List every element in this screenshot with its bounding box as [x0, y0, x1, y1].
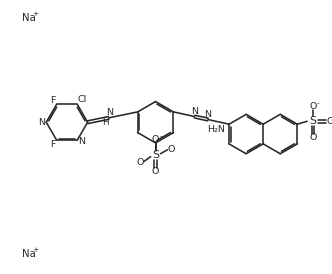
Text: Na: Na	[22, 13, 36, 23]
Text: N: N	[38, 118, 45, 127]
Text: S: S	[309, 116, 316, 126]
Text: O: O	[309, 102, 317, 111]
Text: Cl: Cl	[78, 95, 87, 104]
Text: -: -	[159, 133, 162, 139]
Text: F: F	[50, 139, 55, 149]
Text: -: -	[317, 101, 320, 107]
Text: +: +	[33, 11, 39, 17]
Text: O: O	[152, 167, 159, 176]
Text: F: F	[50, 96, 55, 105]
Text: Na: Na	[22, 249, 36, 259]
Text: N: N	[106, 109, 113, 118]
Text: O: O	[309, 133, 317, 142]
Text: O: O	[136, 158, 143, 167]
Text: N: N	[78, 137, 85, 145]
Text: N: N	[191, 107, 198, 116]
Text: O: O	[326, 117, 332, 126]
Text: O: O	[168, 145, 175, 154]
Text: H₂N: H₂N	[207, 125, 225, 134]
Text: +: +	[33, 247, 39, 253]
Text: S: S	[152, 150, 159, 160]
Text: O: O	[152, 135, 159, 144]
Text: N: N	[205, 110, 211, 119]
Text: H: H	[102, 118, 109, 127]
